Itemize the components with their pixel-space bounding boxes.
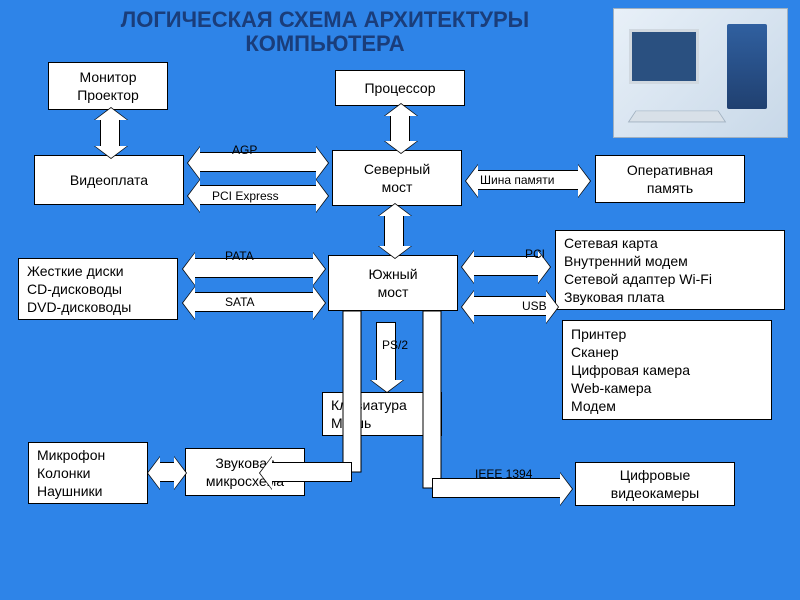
arrow-south-audiochip	[272, 462, 352, 482]
arrow-storage-south-pata	[195, 258, 313, 278]
edge-label-north-ram: Шина памяти	[480, 173, 554, 187]
node-pci_cards: Сетевая картаВнутренний модемСетевой ада…	[555, 230, 785, 310]
node-south: Южныймост	[328, 255, 458, 311]
arrow-monitor-video	[100, 120, 120, 146]
arrow-south-dvcam	[432, 478, 560, 498]
node-audio_dev: МикрофонКолонкиНаушники	[28, 442, 148, 504]
node-kbd: КлавиатураМышь	[322, 392, 442, 436]
edge-label-storage-south-sata: SATA	[225, 295, 255, 309]
node-cpu: Процессор	[335, 70, 465, 106]
edge-label-south-usb: USB	[522, 299, 547, 313]
edge-label-storage-south-pata: PATA	[225, 249, 254, 263]
diagram-title: ЛОГИЧЕСКАЯ СХЕМА АРХИТЕКТУРЫ КОМПЬЮТЕРА	[50, 8, 600, 56]
edge-label-south-pci: PCI	[525, 247, 545, 261]
computer-photo	[613, 8, 788, 138]
node-monitor: МониторПроектор	[48, 62, 168, 110]
edge-label-video-north-agp: AGP	[232, 143, 257, 157]
node-video: Видеоплата	[34, 155, 184, 205]
node-ram: Оперативнаяпамять	[595, 155, 745, 203]
node-usb_dev: ПринтерСканерЦифровая камераWeb-камераМо…	[562, 320, 772, 420]
node-north: Северныймост	[332, 150, 462, 206]
node-storage: Жесткие дискиCD-дисководыDVD-дисководы	[18, 258, 178, 320]
arrow-cpu-north	[390, 116, 410, 141]
edge-label-south-kbd: PS/2	[382, 338, 408, 352]
edge-label-video-north-pcie: PCI Express	[212, 189, 279, 203]
arrow-video-north-agp	[200, 152, 316, 172]
arrow-audiochip-dev	[160, 462, 174, 482]
edge-label-south-dvcam: IEEE 1394	[475, 467, 532, 481]
arrow-north-south	[384, 216, 404, 246]
node-dv_cam: Цифровыевидеокамеры	[575, 462, 735, 506]
